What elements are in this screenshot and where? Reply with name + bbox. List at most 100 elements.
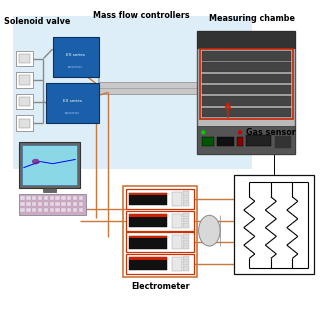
Bar (32, 196, 36, 200)
Bar (20, 202, 25, 206)
Bar (183, 218, 189, 222)
Bar (16, 51, 33, 66)
Bar (38, 202, 42, 206)
Bar (22, 145, 77, 185)
Bar (79, 208, 83, 212)
Bar (52, 37, 99, 77)
Bar (202, 137, 214, 146)
Circle shape (238, 130, 242, 134)
Bar (50, 202, 54, 206)
Bar (67, 202, 71, 206)
Bar (44, 202, 48, 206)
Bar (26, 208, 30, 212)
Bar (19, 194, 86, 215)
Bar (32, 202, 36, 206)
Bar (38, 208, 42, 212)
Bar (172, 257, 182, 271)
Bar (202, 85, 291, 94)
Bar (246, 135, 271, 146)
Bar (44, 208, 48, 212)
Bar (44, 188, 56, 192)
Bar (55, 208, 60, 212)
Bar (202, 62, 291, 72)
Text: Solenoid valve: Solenoid valve (4, 17, 70, 26)
Text: Gas sensor: Gas sensor (246, 128, 296, 137)
Bar (61, 202, 66, 206)
Bar (16, 116, 33, 131)
Bar (79, 202, 83, 206)
Bar (130, 257, 167, 270)
Bar (19, 118, 29, 128)
Bar (130, 214, 167, 227)
Bar (172, 192, 182, 206)
Bar (67, 196, 71, 200)
Bar (183, 266, 189, 271)
Bar (130, 193, 167, 205)
Bar (202, 51, 291, 60)
Bar (67, 208, 71, 212)
Bar (79, 196, 83, 200)
Bar (237, 137, 243, 146)
Bar (19, 76, 29, 85)
Bar (26, 202, 30, 206)
Bar (73, 196, 77, 200)
Bar (130, 193, 167, 195)
Bar (13, 16, 252, 169)
Text: EX series: EX series (63, 99, 82, 103)
Bar (126, 254, 194, 274)
Text: Electrometer: Electrometer (131, 282, 189, 291)
Bar (197, 31, 295, 154)
Bar (19, 97, 29, 106)
Bar (130, 236, 167, 238)
Bar (73, 202, 77, 206)
Bar (197, 126, 295, 154)
Bar (44, 196, 48, 200)
Bar (50, 208, 54, 212)
Bar (172, 214, 182, 228)
Ellipse shape (199, 215, 220, 246)
Bar (202, 108, 291, 117)
Bar (183, 256, 189, 260)
Bar (16, 72, 33, 88)
Bar (61, 208, 66, 212)
Bar (202, 74, 291, 83)
Bar (16, 94, 33, 109)
Bar (183, 234, 189, 239)
Ellipse shape (32, 159, 40, 164)
Bar (32, 208, 36, 212)
Bar (126, 189, 194, 209)
Bar (183, 240, 189, 244)
Bar (126, 211, 194, 231)
Bar (130, 214, 167, 217)
Bar (126, 232, 194, 252)
Bar (38, 196, 42, 200)
Bar (19, 141, 80, 188)
Bar (172, 235, 182, 249)
Text: Measuring chambe: Measuring chambe (209, 14, 295, 23)
Bar (20, 196, 25, 200)
Text: xxxxxxxxxx: xxxxxxxxxx (65, 111, 80, 115)
Bar (197, 31, 295, 48)
Bar (183, 223, 189, 228)
Bar (183, 191, 189, 196)
Text: Mass flow controllers: Mass flow controllers (93, 11, 190, 20)
Bar (19, 54, 29, 63)
Bar (46, 83, 99, 123)
Bar (183, 261, 189, 265)
Text: EX series: EX series (66, 53, 85, 57)
Bar (130, 257, 167, 260)
Bar (183, 213, 189, 217)
Bar (200, 49, 293, 118)
Text: xxxxxxxxxx: xxxxxxxxxx (68, 65, 83, 69)
Bar (13, 16, 252, 169)
Bar (20, 208, 25, 212)
Bar (183, 202, 189, 206)
Bar (73, 208, 77, 212)
Bar (99, 82, 203, 94)
Bar (50, 196, 54, 200)
Bar (183, 196, 189, 201)
Bar (55, 196, 60, 200)
Bar (123, 186, 197, 277)
Bar (217, 137, 234, 146)
Bar (130, 236, 167, 249)
